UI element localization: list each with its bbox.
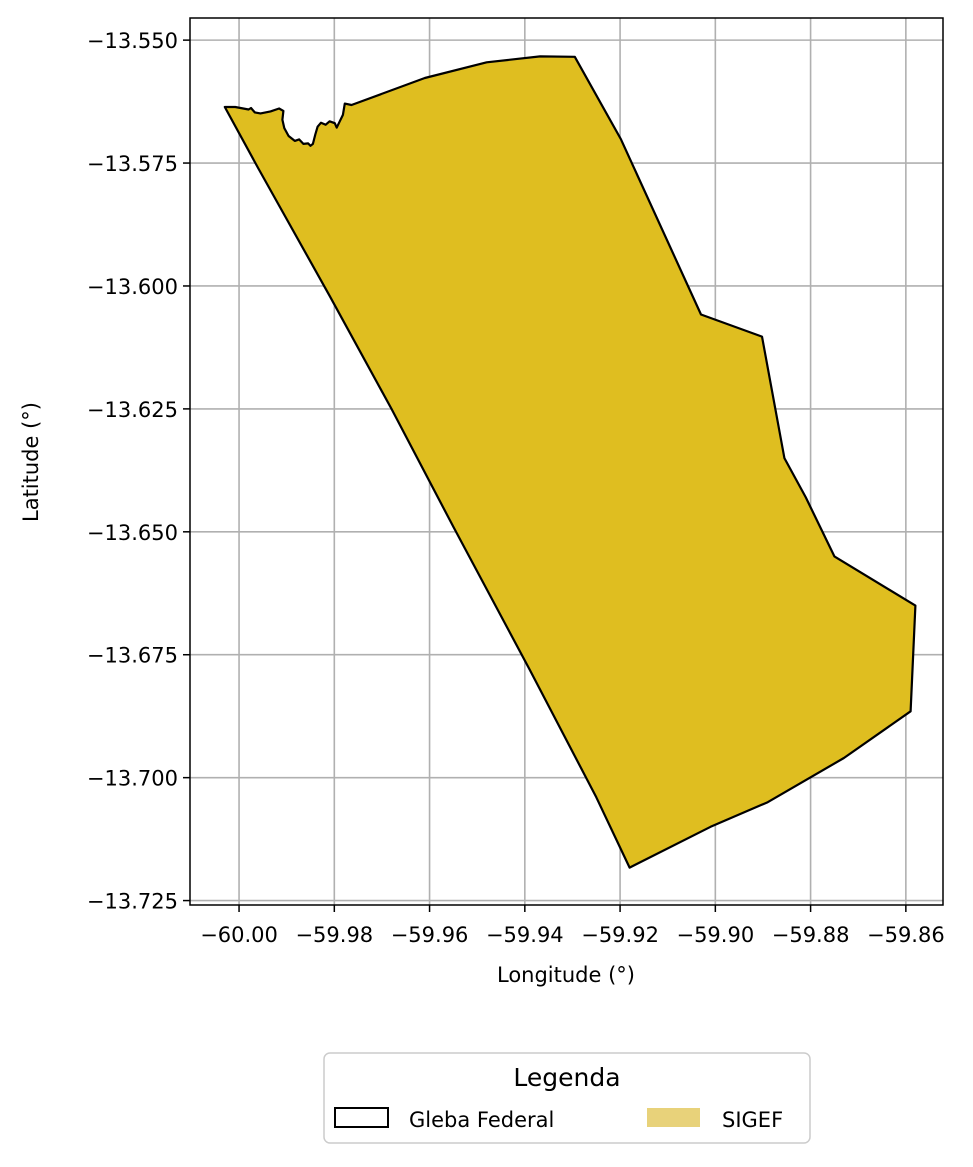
y-tick-label: −13.725 — [87, 890, 178, 914]
y-tick-label: −13.700 — [87, 767, 178, 791]
y-tick-label: −13.650 — [87, 521, 178, 545]
x-tick-label: −59.86 — [867, 923, 945, 947]
y-axis-label: Latitude (°) — [19, 402, 43, 522]
x-tick-label: −59.98 — [295, 923, 373, 947]
x-tick-label: −59.90 — [676, 923, 754, 947]
x-tick-label: −59.94 — [486, 923, 564, 947]
x-axis-label: Longitude (°) — [497, 963, 635, 987]
y-tick-label: −13.575 — [87, 152, 178, 176]
x-tick-label: −59.88 — [772, 923, 850, 947]
legend-swatch-sigef — [647, 1108, 700, 1127]
y-tick-label: −13.600 — [87, 275, 178, 299]
legend-swatch-gleba-federal — [335, 1108, 388, 1127]
y-tick-label: −13.550 — [87, 29, 178, 53]
y-tick-label: −13.625 — [87, 398, 178, 422]
x-tick-label: −59.96 — [391, 923, 469, 947]
x-tick-label: −60.00 — [200, 923, 278, 947]
legend-label-sigef: SIGEF — [722, 1108, 783, 1132]
legend-title: Legenda — [513, 1063, 620, 1092]
y-tick-label: −13.675 — [87, 644, 178, 668]
legend: Legenda Gleba Federal SIGEF — [324, 1053, 810, 1143]
x-tick-label: −59.92 — [581, 923, 659, 947]
legend-label-gleba-federal: Gleba Federal — [409, 1108, 554, 1132]
